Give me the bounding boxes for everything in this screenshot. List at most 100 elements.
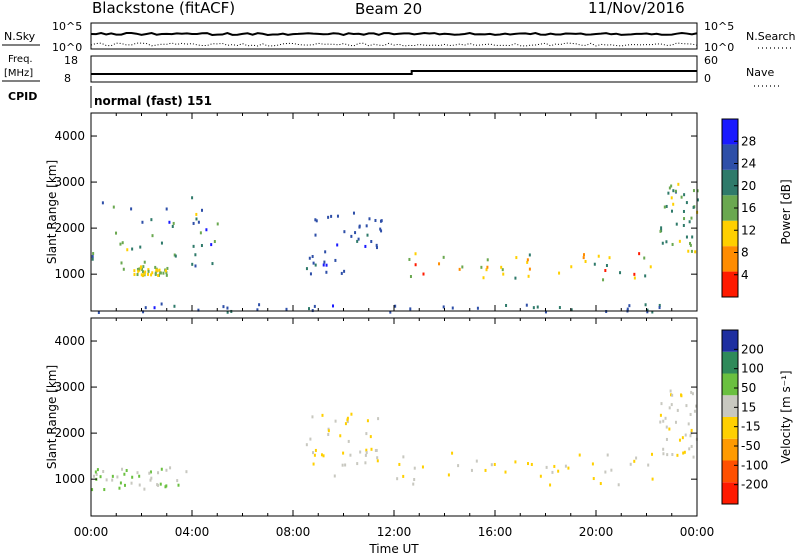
heatmap-cell [147,272,150,276]
heatmap-cell [322,263,325,267]
heatmap-cell [147,268,150,272]
heatmap-cell [514,276,517,280]
nsky-trace [90,31,698,47]
heatmap-cell [414,263,417,267]
nsearch-tick-top: 10^5 [704,20,734,33]
heatmap-cell [91,255,94,259]
heatmap-cell [314,218,317,222]
heatmap-cell [138,483,141,487]
heatmap-cell [696,189,699,193]
heatmap-cell [501,268,504,272]
heatmap-cell [157,273,160,277]
power-ylabel: Slant Range [km] [45,160,59,264]
heatmap-cell [322,454,325,458]
heatmap-cell [677,182,680,186]
heatmap-cell [346,418,349,422]
heatmap-cell [321,413,324,417]
heatmap-cell [305,443,308,447]
heatmap-cell [380,229,383,233]
heatmap-cell [309,272,312,276]
heatmap-cell [633,272,636,276]
heatmap-cell [408,257,411,261]
heatmap-cell [593,262,596,266]
heatmap-cell [672,189,675,193]
heatmap-cell [130,481,133,485]
heatmap-cell [150,273,153,277]
heatmap-cell [192,244,195,248]
heatmap-cell [438,262,441,266]
heatmap-cell [159,482,162,486]
heatmap-cell [349,453,352,457]
heatmap-cell [91,257,94,261]
heatmap-cell [370,240,373,244]
heatmap-cell [116,475,119,479]
heatmap-cell [545,465,548,469]
colorbar-tick-label: 50 [741,381,756,395]
heatmap-cell [312,462,315,466]
heatmap-cell [309,437,312,441]
heatmap-cell [670,393,673,397]
heatmap-cell [136,267,139,271]
heatmap-cell [674,420,677,424]
colorbar-frame [721,329,739,505]
heatmap-cell [475,459,478,463]
heatmap-cell [324,250,327,254]
heatmap-cell [591,462,594,466]
heatmap-cell [606,453,609,457]
heatmap-cell [334,419,337,423]
heatmap-cell [164,269,167,273]
nave-label: Nave [746,66,774,79]
heatmap-cell [366,233,369,237]
freq-panel [90,55,698,83]
heatmap-cell [191,196,194,200]
heatmap-cell [123,472,126,476]
heatmap-cell [398,462,401,466]
heatmap-cell [457,464,460,468]
heatmap-cell [143,272,146,276]
heatmap-cell [515,256,518,260]
colorbar-segment [722,460,738,483]
heatmap-cell [347,439,350,443]
heatmap-cell [638,252,641,256]
heatmap-cell [659,229,662,233]
heatmap-cell [115,231,118,235]
heatmap-cell [678,239,681,243]
freq-trace [91,70,697,75]
heatmap-cell [628,304,631,308]
cpid-value: normal (fast) 151 [94,94,212,108]
x-tick-label: 12:00 [377,525,412,539]
heatmap-cell [409,307,412,311]
heatmap-cell [336,243,339,247]
heatmap-cell [662,419,665,423]
colorbar-segment [722,119,738,145]
heatmap-cell [558,271,561,275]
heatmap-cell [156,269,159,273]
heatmap-cell [154,265,157,269]
heatmap-cell [314,263,317,267]
heatmap-cell [683,193,686,197]
power-axis: 1000 2000 3000 4000 [54,113,698,311]
heatmap-cell [691,235,694,239]
heatmap-cell [118,486,121,490]
x-tick-label: 00:00 [680,525,715,539]
heatmap-cell [133,269,136,273]
heatmap-cell [194,253,197,257]
heatmap-cell [670,184,673,188]
heatmap-cell [119,242,122,246]
x-tick-label: 16:00 [478,525,513,539]
heatmap-cell [119,481,122,485]
heatmap-cell [376,459,379,463]
heatmap-cell [551,470,554,474]
heatmap-cell [629,462,632,466]
heatmap-cell [357,237,360,241]
station-title: Blackstone (fitACF) [92,0,235,17]
heatmap-cell [532,306,535,310]
x-axis-label: Time UT [368,542,419,554]
heatmap-cell [663,205,666,209]
heatmap-cell [226,310,229,314]
heatmap-cell [680,195,683,199]
heatmap-cell [493,462,496,466]
colorbar-segment [722,246,738,272]
heatmap-cell [327,215,330,219]
